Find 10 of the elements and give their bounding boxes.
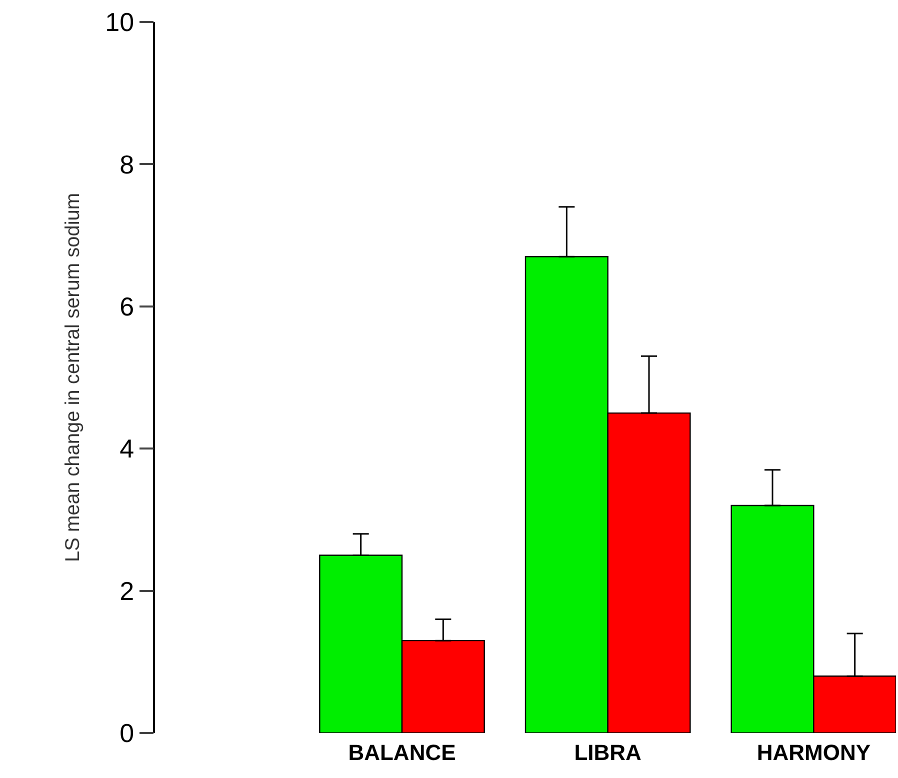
x-tick-label: BALANCE bbox=[348, 740, 456, 765]
y-tick-label: 6 bbox=[120, 292, 134, 322]
y-tick-label: 10 bbox=[105, 7, 134, 38]
y-tick-label: 2 bbox=[120, 576, 134, 606]
x-tick-label: LIBRA bbox=[574, 740, 642, 765]
y-tick-label: 8 bbox=[120, 149, 134, 180]
y-axis-title: LS mean change in central serum sodium bbox=[62, 192, 84, 562]
y-tick-label: 4 bbox=[120, 434, 134, 464]
y-tick-label: 0 bbox=[120, 718, 134, 748]
x-tick-label: HARMONY bbox=[756, 740, 871, 765]
